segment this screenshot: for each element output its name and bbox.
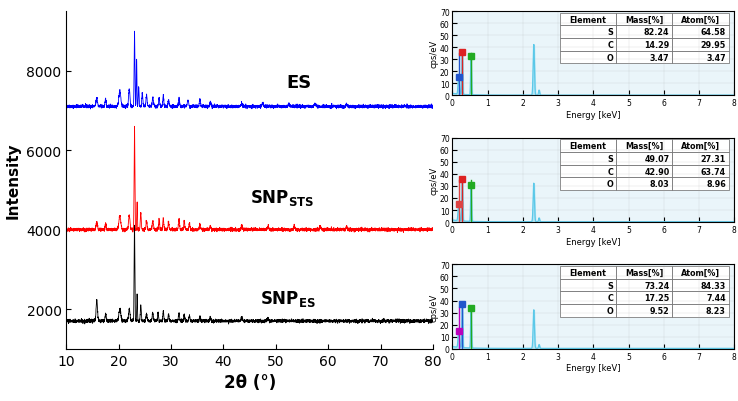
Y-axis label: cps/eV: cps/eV	[430, 293, 438, 321]
Y-axis label: cps/eV: cps/eV	[430, 40, 438, 68]
Text: SNP$_\mathbf{ES}$: SNP$_\mathbf{ES}$	[261, 288, 316, 308]
Text: SNP$_\mathbf{STS}$: SNP$_\mathbf{STS}$	[249, 187, 314, 207]
Y-axis label: cps/eV: cps/eV	[430, 166, 438, 194]
X-axis label: Energy [keV]: Energy [keV]	[566, 111, 621, 120]
X-axis label: Energy [keV]: Energy [keV]	[566, 237, 621, 246]
Y-axis label: Intensity: Intensity	[6, 142, 21, 219]
X-axis label: 2θ (°): 2θ (°)	[224, 373, 276, 391]
X-axis label: Energy [keV]: Energy [keV]	[566, 363, 621, 373]
Text: ES: ES	[286, 73, 311, 91]
